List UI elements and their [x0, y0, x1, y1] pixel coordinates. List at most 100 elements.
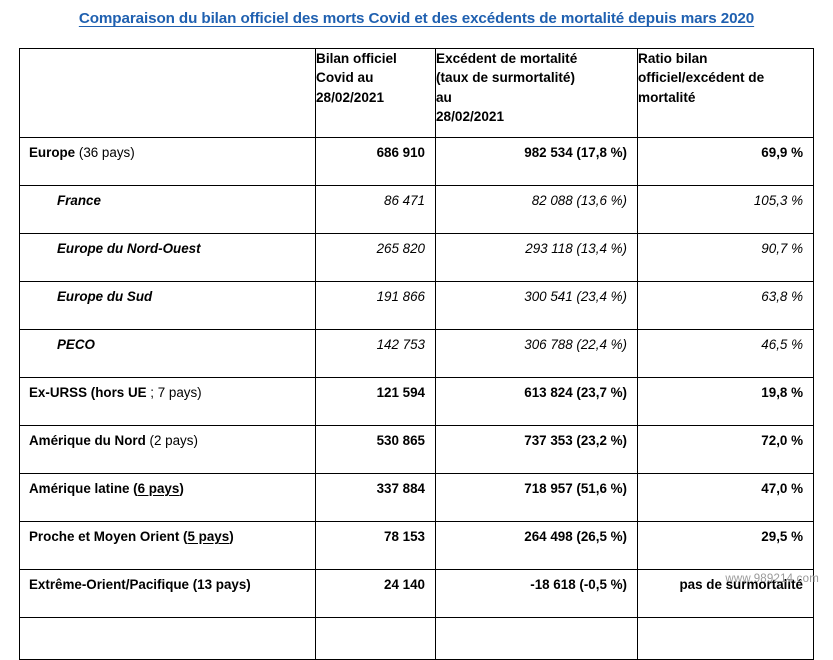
row-label-strong: Europe — [29, 145, 76, 160]
row-label-cell: Europe du Sud — [19, 281, 316, 330]
header-line: mortalité — [638, 89, 696, 105]
row-covid-cell: 1 787 937 — [315, 617, 436, 660]
row-exces-cell: 737 353 (23,2 %) — [435, 425, 638, 474]
row-covid-cell: 686 910 — [315, 137, 436, 186]
row-exces-cell-value: 300 541 (23,4 %) — [524, 289, 627, 304]
row-ratio-cell-value: 46,5 % — [761, 337, 803, 352]
row-covid-cell: 337 884 — [315, 473, 436, 522]
row-label-weak: ; 7 pays) — [146, 385, 202, 400]
row-ratio-cell-value: 47,0 % — [761, 481, 803, 496]
header-cell-label — [19, 48, 316, 138]
row-exces-cell: 293 118 (13,4 %) — [435, 233, 638, 282]
page-title: Comparaison du bilan officiel des morts … — [78, 10, 755, 27]
row-exces-cell-value: 737 353 (23,2 %) — [524, 433, 627, 448]
row-covid-cell: 86 471 — [315, 185, 436, 234]
row-covid-cell-value: 530 865 — [376, 433, 425, 448]
row-ratio-cell: 54,1 % — [637, 617, 814, 660]
row-ratio-cell: 46,5 % — [637, 329, 814, 378]
header-line: (taux de surmortalité) — [436, 70, 575, 86]
table-row: TOTAL (69 + 2 pays) 1 787 937 3 304 568 (1… — [19, 617, 814, 660]
row-ratio-cell: 29,5 % — [637, 521, 814, 570]
row-ratio-cell: 90,7 % — [637, 233, 814, 282]
table-row: Proche et Moyen Orient (5 pays) 78 153 264… — [19, 521, 814, 570]
row-label-strong: Europe du Nord-Ouest — [57, 241, 201, 256]
row-ratio-cell-value: 72,0 % — [761, 433, 803, 448]
row-exces-cell-value: -18 618 (-0,5 %) — [530, 577, 627, 592]
header-line: au — [436, 89, 452, 105]
header-line: 28/02/2021 — [436, 108, 505, 124]
row-label-cell: Ex-URSS (hors UE ; 7 pays) — [19, 377, 316, 426]
row-label: Europe du Sud — [20, 282, 315, 329]
table-row: Ex-URSS (hors UE ; 7 pays) 121 594 613 824… — [19, 377, 814, 426]
row-exces-cell-value: 264 498 (26,5 %) — [524, 529, 627, 544]
row-exces-cell: 264 498 (26,5 %) — [435, 521, 638, 570]
row-exces-cell: 82 088 (13,6 %) — [435, 185, 638, 234]
header-line: Covid au — [316, 70, 374, 86]
row-label: PECO — [20, 330, 315, 377]
row-label-cell: TOTAL (69 + 2 pays) — [19, 617, 316, 660]
header-line: Ratio bilan — [638, 51, 708, 66]
row-label-cell: Europe du Nord-Ouest — [19, 233, 316, 282]
row-covid-cell-value: 686 910 — [376, 145, 425, 160]
row-exces-cell: -18 618 (-0,5 %) — [435, 569, 638, 618]
row-label-cell: Amérique latine (6 pays) — [19, 473, 316, 522]
watermark: www.989214.com — [725, 573, 819, 585]
row-exces-cell: 306 788 (22,4 %) — [435, 329, 638, 378]
row-covid-cell: 530 865 — [315, 425, 436, 474]
row-label-strong: Proche et Moyen Orient ( — [29, 529, 188, 544]
row-exces-cell: 3 304 568 (19,0 %) — [435, 617, 638, 660]
row-ratio-cell-value: 69,9 % — [761, 145, 803, 160]
row-exces-cell-value: 718 957 (51,6 %) — [524, 481, 627, 496]
row-covid-cell-value: 191 866 — [376, 289, 425, 304]
row-label-strong: France — [57, 193, 101, 208]
row-label: Ex-URSS (hors UE ; 7 pays) — [20, 378, 315, 425]
row-label-cell: Extrême-Orient/Pacifique (13 pays) — [19, 569, 316, 618]
row-covid-cell-value: 142 753 — [376, 337, 425, 352]
row-label-strong: Europe du Sud — [57, 289, 153, 304]
row-label: Europe (36 pays) — [20, 138, 315, 185]
row-covid-cell-value: 121 594 — [376, 385, 425, 400]
row-exces-cell-value: 306 788 (22,4 %) — [524, 337, 627, 352]
header-line: Excédent de mortalité — [436, 51, 578, 66]
row-label: Amérique du Nord (2 pays) — [20, 426, 315, 473]
row-ratio-cell: 69,9 % — [637, 137, 814, 186]
row-label-weak: (36 pays) — [75, 145, 135, 160]
table-row: Extrême-Orient/Pacifique (13 pays) 24 140… — [19, 569, 814, 618]
row-ratio-cell-value: 90,7 % — [761, 241, 803, 256]
row-covid-cell-value: 24 140 — [384, 577, 425, 592]
row-label-strong: PECO — [57, 337, 95, 352]
header-line: officiel/excédent de — [638, 70, 765, 86]
row-label-strong: Extrême-Orient/Pacifique (13 pays) — [29, 577, 251, 592]
row-label: France — [20, 186, 315, 233]
row-label-weak: (2 pays) — [145, 433, 198, 448]
row-ratio-cell: 19,8 % — [637, 377, 814, 426]
row-ratio-cell-value: 63,8 % — [761, 289, 803, 304]
header-cell-covid: Bilan officiel Covid au 28/02/2021 — [315, 48, 436, 138]
row-label-cell: Proche et Moyen Orient (5 pays) — [19, 521, 316, 570]
row-label-underlined: 5 pays — [187, 529, 230, 544]
row-label: Proche et Moyen Orient (5 pays) — [20, 522, 315, 569]
row-ratio-cell: 47,0 % — [637, 473, 814, 522]
row-label-strong: Amérique du Nord — [29, 433, 146, 448]
row-exces-cell-value: 613 824 (23,7 %) — [524, 385, 627, 400]
table-row: France 86 471 82 088 (13,6 %) 105,3 % — [19, 185, 814, 234]
row-ratio-cell-value: 19,8 % — [761, 385, 803, 400]
row-covid-cell-value: 1 787 937 — [365, 624, 425, 639]
header-line: 28/02/2021 — [316, 89, 385, 105]
table-row: Amérique latine (6 pays) 337 884 718 957 (… — [19, 473, 814, 522]
row-covid-cell: 78 153 — [315, 521, 436, 570]
row-covid-cell-value: 265 820 — [376, 241, 425, 256]
row-ratio-cell-value: 105,3 % — [753, 193, 803, 208]
row-covid-cell-value: 78 153 — [384, 529, 425, 544]
table-row: Amérique du Nord (2 pays) 530 865 737 353 … — [19, 425, 814, 474]
row-covid-cell: 121 594 — [315, 377, 436, 426]
header-cell-exces: Excédent de mortalité (taux de surmortal… — [435, 48, 638, 138]
header-cell-ratio: Ratio bilan officiel/excédent de mortali… — [637, 48, 814, 138]
row-ratio-cell-value: 54,1 % — [761, 624, 803, 639]
row-exces-cell-value: 982 534 (17,8 %) — [524, 145, 627, 160]
table-row: Europe (36 pays) 686 910 982 534 (17,8 %) 6… — [19, 137, 814, 186]
row-label: Amérique latine (6 pays) — [20, 474, 315, 521]
row-label-cell: France — [19, 185, 316, 234]
row-covid-cell-value: 86 471 — [384, 193, 425, 208]
row-label: Europe du Nord-Ouest — [20, 234, 315, 281]
